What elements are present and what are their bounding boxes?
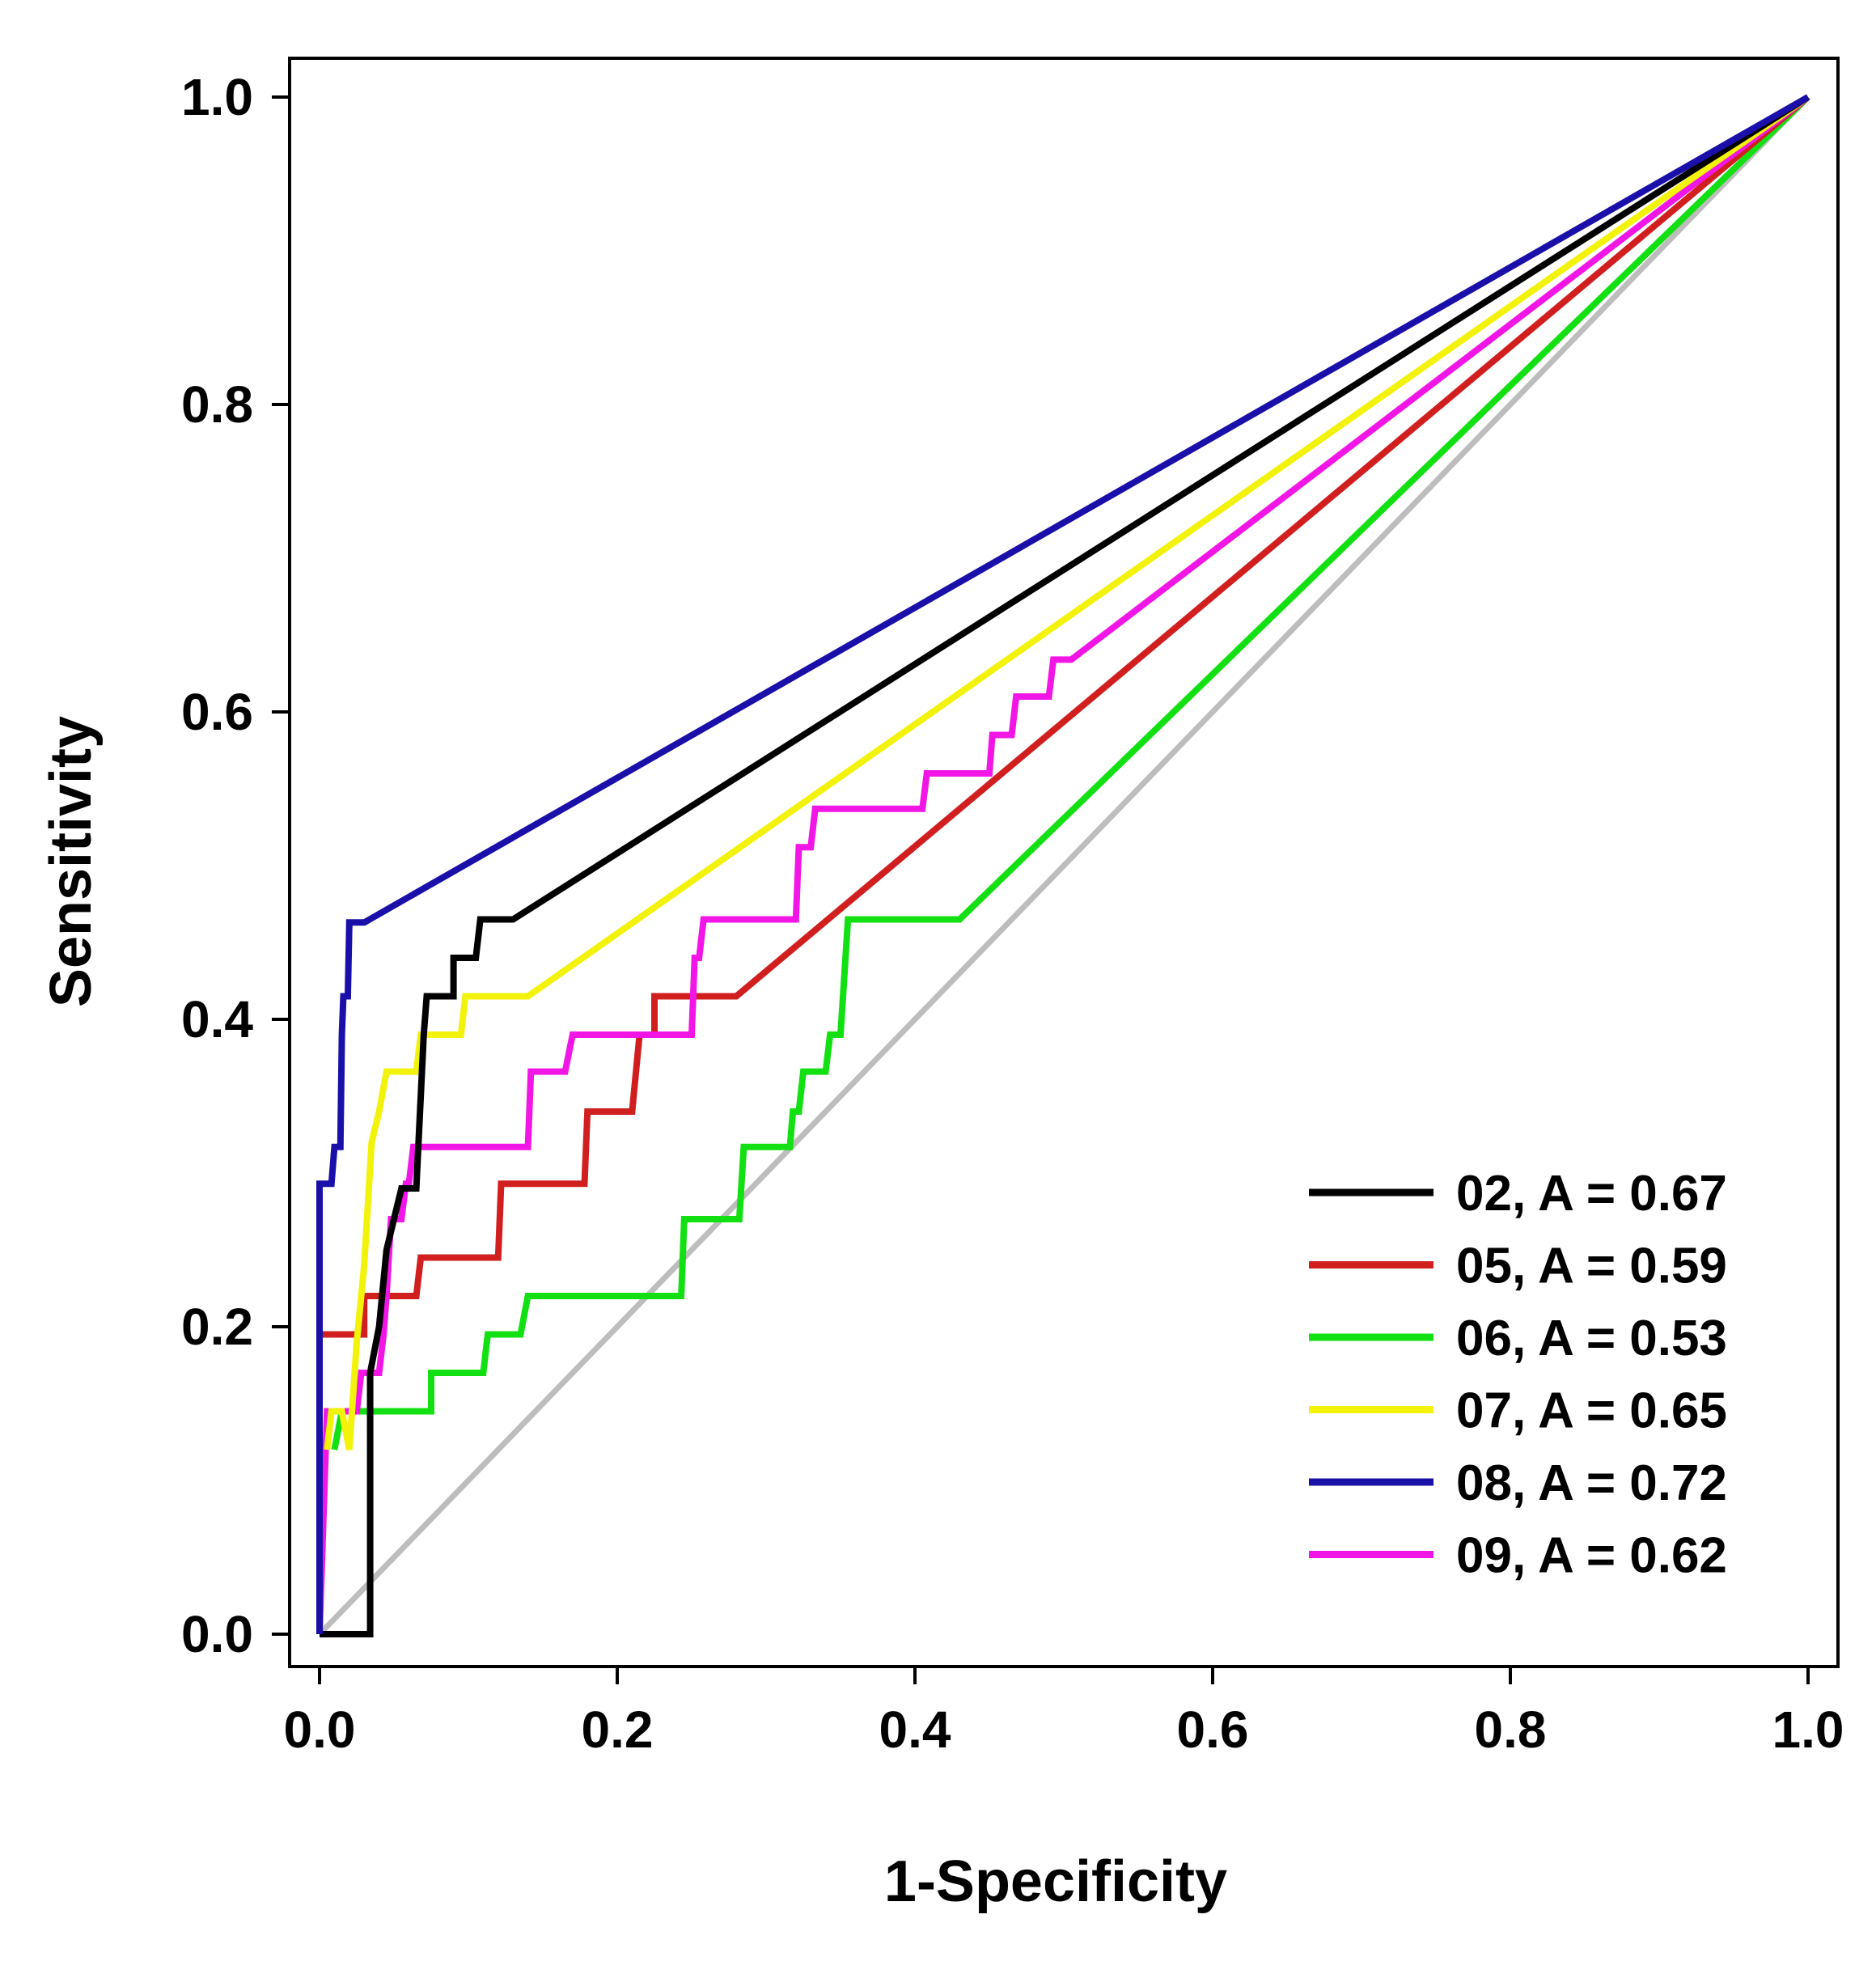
legend-label: 09, A = 0.62 — [1456, 1528, 1727, 1584]
y-tick-label: 0.0 — [181, 1605, 253, 1663]
roc-curve-06 — [331, 95, 1810, 1451]
legend-label: 05, A = 0.59 — [1456, 1239, 1727, 1294]
x-tick-label: 1.0 — [1772, 1701, 1844, 1759]
legend-label: 08, A = 0.72 — [1456, 1455, 1727, 1511]
roc-curve-07 — [324, 94, 1810, 1451]
x-tick-label: 0.4 — [879, 1701, 951, 1759]
x-tick-label: 0.0 — [284, 1701, 356, 1759]
y-tick-label: 0.8 — [181, 375, 253, 434]
roc-curve-05 — [316, 94, 1810, 1634]
roc-curve-08 — [316, 94, 1810, 1634]
y-tick-label: 0.4 — [181, 990, 253, 1048]
legend: 02, A = 0.67 05, A = 0.59 06, A = 0.53 07, … — [1309, 1166, 1727, 1584]
y-axis-title: Sensitivity — [39, 716, 104, 1007]
legend-label: 07, A = 0.65 — [1456, 1383, 1727, 1439]
y-tick-label: 0.2 — [181, 1298, 253, 1356]
y-axis: 0.0 0.2 0.4 0.6 0.8 1.0 — [181, 68, 290, 1663]
roc-curve-09 — [316, 94, 1810, 1635]
chance-reference-line — [317, 95, 1810, 1637]
legend-label: 02, A = 0.67 — [1456, 1166, 1727, 1222]
roc-curves — [316, 94, 1810, 1637]
x-axis: 0.0 0.2 0.4 0.6 0.8 1.0 — [284, 1667, 1844, 1759]
x-tick-label: 0.2 — [582, 1701, 654, 1759]
legend-label: 06, A = 0.53 — [1456, 1311, 1727, 1366]
x-tick-label: 0.8 — [1475, 1701, 1547, 1759]
roc-curve-02 — [320, 94, 1810, 1637]
y-tick-label: 0.6 — [181, 683, 253, 741]
x-tick-label: 0.6 — [1177, 1701, 1249, 1759]
y-tick-label: 1.0 — [181, 68, 253, 126]
plot-frame — [288, 57, 1840, 1668]
x-axis-title: 1-Specificity — [884, 1849, 1227, 1914]
